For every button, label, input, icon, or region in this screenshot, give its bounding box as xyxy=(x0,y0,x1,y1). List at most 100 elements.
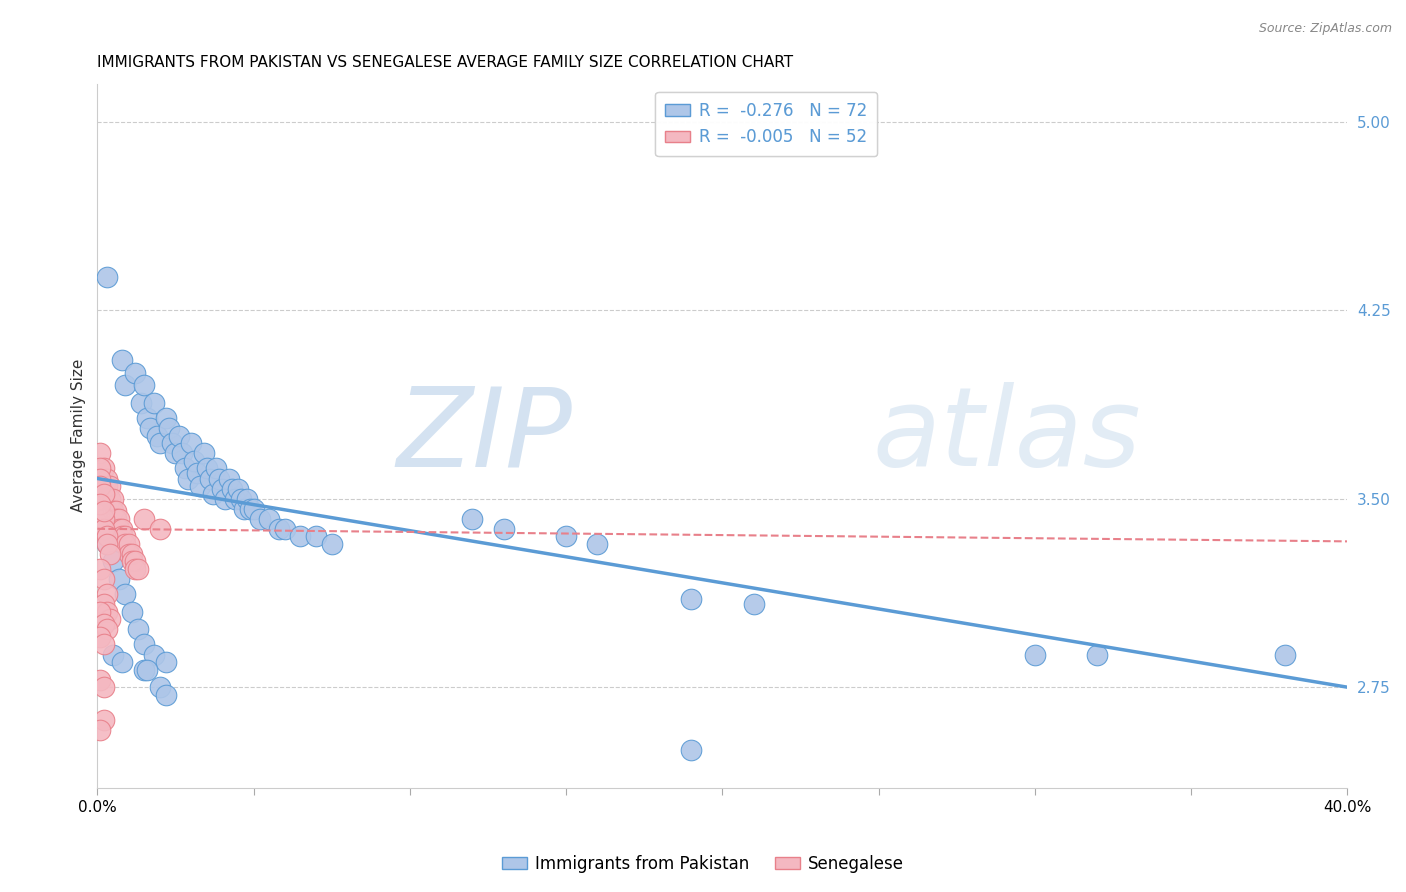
Point xyxy=(257,512,280,526)
Point xyxy=(121,547,143,561)
Point xyxy=(233,501,256,516)
Point xyxy=(108,512,131,526)
Point xyxy=(93,572,115,586)
Point xyxy=(124,562,146,576)
Point xyxy=(1024,648,1046,662)
Point xyxy=(461,512,484,526)
Point xyxy=(193,446,215,460)
Text: atlas: atlas xyxy=(872,383,1142,490)
Point xyxy=(1274,648,1296,662)
Point xyxy=(93,461,115,475)
Point xyxy=(108,522,131,536)
Point xyxy=(89,446,111,460)
Point xyxy=(290,529,312,543)
Point xyxy=(149,436,172,450)
Point xyxy=(124,366,146,380)
Point xyxy=(211,482,233,496)
Point xyxy=(114,378,136,392)
Point xyxy=(201,486,224,500)
Point xyxy=(134,378,156,392)
Point xyxy=(155,688,177,702)
Point xyxy=(89,605,111,619)
Point xyxy=(108,572,131,586)
Point xyxy=(96,529,118,543)
Point xyxy=(89,497,111,511)
Point xyxy=(142,648,165,662)
Point xyxy=(93,512,115,526)
Point xyxy=(134,663,156,677)
Point xyxy=(155,655,177,669)
Point xyxy=(114,587,136,601)
Text: Source: ZipAtlas.com: Source: ZipAtlas.com xyxy=(1258,22,1392,36)
Point xyxy=(89,504,111,518)
Point xyxy=(93,680,115,694)
Point xyxy=(96,537,118,551)
Point xyxy=(121,605,143,619)
Point xyxy=(681,743,703,757)
Point xyxy=(167,429,190,443)
Point xyxy=(121,554,143,568)
Point xyxy=(101,491,124,506)
Point xyxy=(93,504,115,518)
Point xyxy=(208,471,231,485)
Point xyxy=(242,501,264,516)
Point xyxy=(96,605,118,619)
Point xyxy=(205,461,228,475)
Point xyxy=(96,270,118,285)
Point xyxy=(111,529,134,543)
Point xyxy=(105,504,128,518)
Point xyxy=(224,491,246,506)
Point xyxy=(177,471,200,485)
Point xyxy=(89,630,111,644)
Point xyxy=(93,617,115,632)
Point xyxy=(190,479,212,493)
Point xyxy=(93,713,115,727)
Point xyxy=(214,491,236,506)
Point xyxy=(134,637,156,651)
Legend: R =  -0.276   N = 72, R =  -0.005   N = 52: R = -0.276 N = 72, R = -0.005 N = 52 xyxy=(655,92,877,156)
Point xyxy=(89,471,111,485)
Point xyxy=(89,673,111,687)
Point xyxy=(111,353,134,368)
Point xyxy=(89,723,111,737)
Point xyxy=(117,537,139,551)
Point xyxy=(165,446,187,460)
Point xyxy=(93,522,115,536)
Point xyxy=(180,436,202,450)
Point xyxy=(555,529,578,543)
Point xyxy=(226,482,249,496)
Point xyxy=(155,411,177,425)
Point xyxy=(195,461,218,475)
Point xyxy=(1087,648,1109,662)
Point xyxy=(98,479,121,493)
Point xyxy=(239,501,262,516)
Point xyxy=(89,562,111,576)
Point xyxy=(162,436,184,450)
Point xyxy=(114,529,136,543)
Point xyxy=(183,454,205,468)
Point xyxy=(111,522,134,536)
Point xyxy=(98,491,121,506)
Point xyxy=(186,467,208,481)
Point xyxy=(101,648,124,662)
Point xyxy=(149,522,172,536)
Y-axis label: Average Family Size: Average Family Size xyxy=(72,359,86,513)
Point xyxy=(89,479,111,493)
Point xyxy=(101,554,124,568)
Point xyxy=(305,529,328,543)
Point xyxy=(96,479,118,493)
Point xyxy=(586,537,609,551)
Point xyxy=(229,491,252,506)
Point xyxy=(96,623,118,637)
Point xyxy=(136,663,159,677)
Point xyxy=(96,471,118,485)
Point xyxy=(111,655,134,669)
Text: ZIP: ZIP xyxy=(396,383,572,490)
Point xyxy=(105,512,128,526)
Point xyxy=(198,471,221,485)
Point xyxy=(142,396,165,410)
Point xyxy=(681,592,703,607)
Text: IMMIGRANTS FROM PAKISTAN VS SENEGALESE AVERAGE FAMILY SIZE CORRELATION CHART: IMMIGRANTS FROM PAKISTAN VS SENEGALESE A… xyxy=(97,55,793,70)
Point xyxy=(117,547,139,561)
Point xyxy=(98,547,121,561)
